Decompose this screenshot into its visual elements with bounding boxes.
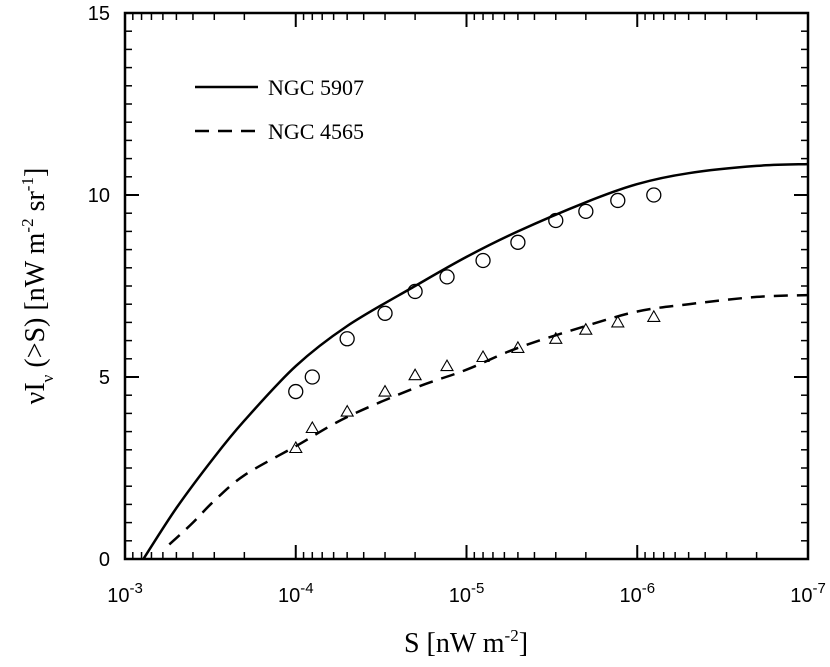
- series-line-ngc-4565: [168, 293, 809, 546]
- major-ticks: [124, 12, 809, 560]
- legend-label-ngc-5907: NGC 5907: [268, 75, 364, 100]
- circle-marker: [610, 192, 626, 209]
- circle-marker: [578, 203, 594, 220]
- circle-marker: [646, 187, 662, 203]
- x-tick-labels: 10-3 10-4 10-5 10-6 10-7: [107, 580, 826, 607]
- triangle-marker: [548, 331, 563, 344]
- x-axis-title: S [nW m-2]: [404, 626, 528, 659]
- circle-marker: [339, 331, 355, 347]
- triangle-marker: [288, 440, 303, 454]
- x-tick-label: 10-3: [107, 580, 143, 607]
- triangle-marker: [408, 368, 423, 381]
- circle-marker: [407, 283, 423, 300]
- triangle-marker: [378, 384, 392, 397]
- triangle-marker: [340, 404, 355, 417]
- minor-ticks: [125, 13, 808, 559]
- triangle-marker: [440, 358, 454, 372]
- y-tick-label: 0: [99, 549, 110, 571]
- x-tick-label: 10-4: [278, 580, 314, 607]
- x-tick-label: 10-6: [619, 580, 655, 607]
- triangle-marker: [610, 315, 625, 328]
- circle-marker: [548, 212, 564, 229]
- triangle-marker: [578, 322, 593, 335]
- curves: [142, 162, 809, 560]
- triangle-marker: [476, 349, 490, 363]
- series-line-ngc-5907: [142, 162, 809, 560]
- y-axis-title: νIν (>S) [nW m-2 sr-1]: [18, 168, 57, 405]
- x-tick-label: 10-5: [449, 580, 485, 607]
- circle-marker: [304, 369, 320, 385]
- circle-marker: [510, 234, 526, 250]
- legend: NGC 5907 NGC 4565: [195, 75, 364, 144]
- data-markers: [288, 187, 662, 454]
- circle-marker: [475, 252, 491, 269]
- circle-marker: [377, 305, 393, 321]
- x-tick-label: 10-7: [790, 580, 826, 607]
- plot-frame: [123, 11, 810, 561]
- circle-marker: [288, 383, 304, 400]
- triangle-marker: [510, 340, 525, 353]
- triangle-marker: [646, 309, 661, 322]
- legend-label-ngc-4565: NGC 4565: [268, 119, 364, 144]
- y-tick-label: 5: [99, 367, 110, 389]
- circle-marker: [439, 269, 455, 285]
- y-tick-label: 10: [88, 185, 110, 207]
- y-tick-label: 15: [88, 3, 110, 25]
- triangle-marker: [305, 420, 320, 434]
- y-tick-labels: 0 5 10 15: [88, 3, 110, 571]
